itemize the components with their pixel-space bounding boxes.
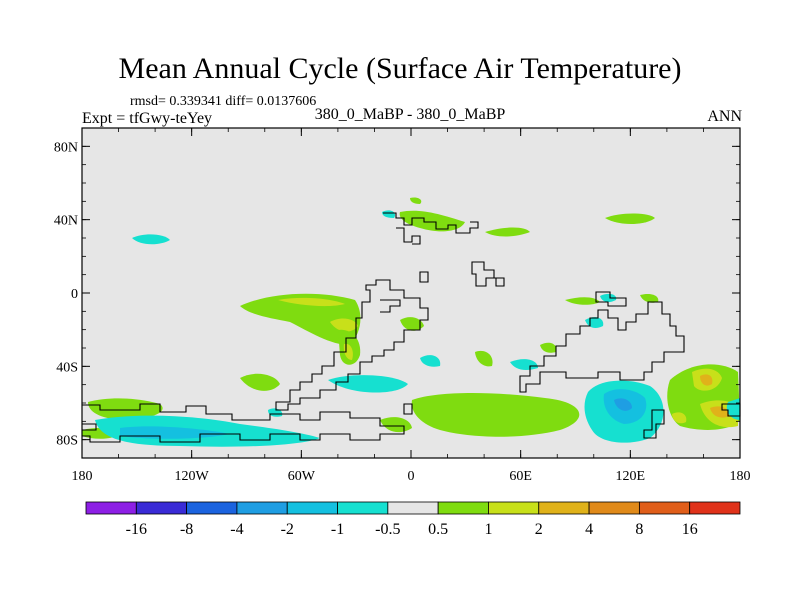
- colorbar-label: -1: [331, 521, 344, 538]
- coastline: [380, 299, 401, 313]
- coastline: [419, 271, 429, 283]
- lat-tick-label: 80N: [54, 140, 78, 155]
- coastline: [519, 301, 685, 393]
- colorbar-label: -2: [281, 521, 294, 538]
- colorbar-swatch: [337, 501, 389, 515]
- colorbar-label: 8: [635, 521, 643, 538]
- anomaly-patch: [399, 210, 465, 232]
- colorbar-label: 16: [682, 521, 698, 538]
- lat-tick-label: 0: [71, 287, 78, 302]
- lat-tick-label: 40N: [54, 214, 78, 229]
- anomaly-fields: [82, 197, 740, 447]
- colorbar-swatch: [689, 501, 741, 515]
- longitude-axis: 180 120W 60W 0 60E 120E 180: [72, 128, 751, 484]
- colorbar-label: -16: [126, 521, 147, 538]
- comparison-label: 380_0_MaBP - 380_0_MaBP: [314, 106, 506, 123]
- lon-tick-label: 0: [408, 469, 415, 484]
- coastline: [82, 423, 97, 431]
- colorbar-swatch: [135, 501, 188, 515]
- anomaly-patch: [600, 293, 617, 303]
- coastline: [403, 403, 413, 415]
- anomaly-patch: [485, 227, 530, 237]
- chart-title: Mean Annual Cycle (Surface Air Temperatu…: [118, 52, 682, 85]
- latitude-axis: 80N 40N 0 40S 80S: [54, 140, 740, 449]
- anomaly-patch: [605, 213, 655, 224]
- anomaly-patch: [411, 393, 580, 437]
- anomaly-patch: [330, 318, 358, 332]
- coastline: [275, 279, 429, 411]
- colorbar-label: 4: [585, 521, 593, 538]
- coastline: [643, 409, 665, 439]
- anomaly-patch: [475, 350, 493, 367]
- anomaly-patch: [540, 342, 557, 353]
- colorbar-label: -8: [180, 521, 193, 538]
- anomaly-patch: [420, 355, 441, 367]
- colorbar-label: -0.5: [375, 521, 400, 538]
- colorbar-label: 2: [535, 521, 543, 538]
- season-label: ANN: [707, 108, 742, 125]
- colorbar-label: 0.5: [428, 521, 448, 538]
- coastline: [396, 227, 421, 245]
- colorbar-swatch: [236, 501, 288, 515]
- lon-tick-label: 120E: [616, 469, 646, 484]
- lon-tick-label: 60E: [509, 469, 532, 484]
- anomaly-patch: [565, 297, 600, 305]
- lat-tick-label: 80S: [56, 434, 78, 449]
- anomaly-patch: [672, 412, 687, 424]
- colorbar-swatch: [488, 501, 540, 515]
- colorbar-swatch: [186, 501, 238, 515]
- anomaly-patch: [240, 373, 280, 391]
- colorbar-swatch: [588, 501, 640, 515]
- coastline: [383, 212, 479, 234]
- anomaly-patch: [132, 234, 170, 245]
- lon-tick-label: 180: [730, 469, 751, 484]
- colorbar: -16 -8 -4 -2 -1 -0.5 0.5 1 2 4 8 16: [85, 501, 741, 538]
- colorbar-label: -4: [230, 521, 243, 538]
- lat-tick-label: 40S: [56, 360, 78, 375]
- colorbar-swatch: [437, 501, 489, 515]
- anomaly-patch: [700, 374, 713, 386]
- lon-tick-label: 180: [72, 469, 93, 484]
- lon-tick-label: 120W: [175, 469, 210, 484]
- anomaly-patch: [278, 297, 345, 307]
- coastline: [82, 403, 405, 443]
- colorbar-swatch: [85, 501, 137, 515]
- anomaly-patch: [382, 210, 396, 218]
- colorbar-swatch: [538, 501, 590, 515]
- anomaly-patch: [640, 293, 659, 303]
- colorbar-swatch: [638, 501, 691, 515]
- colorbar-swatch: [286, 501, 338, 515]
- anomaly-patch: [240, 293, 361, 345]
- anomaly-patch: [614, 398, 632, 411]
- anomaly-patch: [510, 359, 538, 370]
- stats-label: rmsd= 0.339341 diff= 0.0137606: [130, 94, 317, 109]
- colorbar-label: 1: [484, 521, 492, 538]
- lon-tick-label: 60W: [288, 469, 316, 484]
- coastline: [471, 261, 505, 287]
- anomaly-patch: [410, 197, 422, 204]
- coastline: [595, 291, 627, 307]
- anomaly-patch: [710, 406, 730, 418]
- colorbar-swatch: [387, 501, 439, 515]
- experiment-label: Expt = tfGwy-teYey: [82, 110, 213, 127]
- continent-outlines: [82, 212, 741, 443]
- anomaly-patch: [400, 317, 424, 331]
